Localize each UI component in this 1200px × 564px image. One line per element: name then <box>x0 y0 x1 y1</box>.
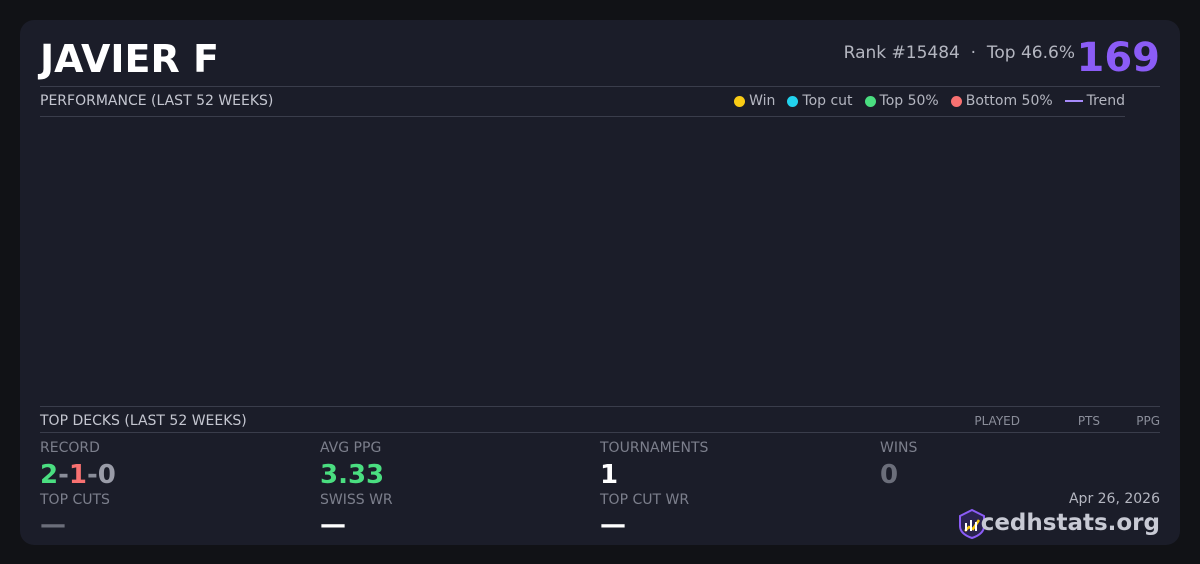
legend-item: Win <box>734 94 775 108</box>
stat-value: 1 <box>600 460 619 490</box>
legend-swatch <box>950 95 962 107</box>
score: 169 <box>1076 35 1161 81</box>
divider <box>40 406 1160 407</box>
legend-swatch <box>864 95 876 107</box>
record-losses: 1 <box>68 460 87 490</box>
legend-label: Top cut <box>802 93 853 109</box>
stat-label: RECORD <box>40 440 100 456</box>
stat-value: 3.33 <box>320 460 385 490</box>
legend-swatch <box>734 95 746 107</box>
record: 2-1-0 <box>40 462 116 488</box>
legend-label: Top 50% <box>879 93 939 109</box>
legend: Win Top cut Top 50% Bottom 50% Trend <box>734 94 1125 108</box>
divider <box>40 86 1160 87</box>
stat-label: TOP CUT WR <box>600 492 690 508</box>
stat-value: — <box>600 510 626 540</box>
decks-title: TOP DECKS (LAST 52 WEEKS) <box>40 413 247 429</box>
divider <box>40 432 1160 433</box>
legend-swatch <box>787 95 799 107</box>
column-header: PLAYED <box>974 414 1020 428</box>
stat-label: TOP CUTS <box>40 492 110 508</box>
record-separator: - <box>58 460 69 490</box>
stat-value: 0 <box>880 460 899 490</box>
legend-item: Bottom 50% <box>950 93 1053 109</box>
performance-title: PERFORMANCE (LAST 52 WEEKS) <box>40 93 274 109</box>
stat-label: TOURNAMENTS <box>600 440 709 456</box>
record-separator: - <box>86 460 98 490</box>
record-draws: 0 <box>97 460 116 490</box>
stats-card: JAVIER F Rank #15484 · Top 46.6% 169 PER… <box>20 20 1180 545</box>
legend-item: Trend <box>1064 93 1125 109</box>
rank: Rank #15484 <box>843 43 960 63</box>
legend-swatch <box>1064 100 1083 102</box>
legend-item: Top cut <box>787 93 853 109</box>
column-header: PTS <box>1077 414 1100 428</box>
stat-label: SWISS WR <box>320 492 393 508</box>
top-percent: Top 46.6% <box>986 43 1075 63</box>
stat-value: — <box>320 510 346 540</box>
date: Apr 26, 2026 <box>1068 491 1160 507</box>
player-name: JAVIER F <box>40 37 219 81</box>
stat-value: — <box>40 510 66 540</box>
logo <box>959 508 985 540</box>
legend-label: Trend <box>1086 93 1125 109</box>
column-header: PPG <box>1136 414 1160 428</box>
stat-label: AVG PPG <box>320 440 382 456</box>
rank-line: Rank #15484 · Top 46.6% <box>844 45 1075 62</box>
stat-label: WINS <box>880 440 918 456</box>
legend-label: Bottom 50% <box>965 93 1053 109</box>
separator: · <box>970 43 977 63</box>
record-wins: 2 <box>40 460 59 490</box>
legend-label: Win <box>749 93 776 109</box>
site: cedhstats.org <box>980 510 1160 536</box>
legend-item: Top 50% <box>864 93 939 109</box>
divider <box>40 116 1125 117</box>
